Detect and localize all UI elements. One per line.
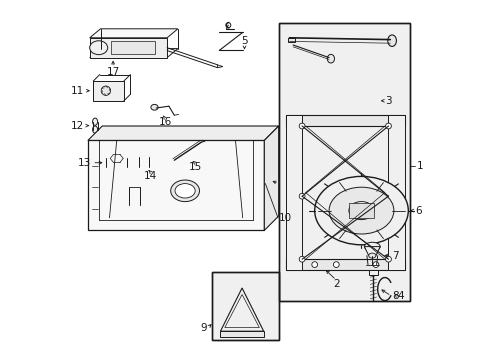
Ellipse shape (387, 35, 396, 46)
Ellipse shape (385, 256, 390, 262)
Ellipse shape (328, 187, 393, 234)
Ellipse shape (139, 161, 148, 174)
Ellipse shape (364, 242, 380, 251)
Ellipse shape (385, 123, 390, 129)
Text: 12: 12 (71, 121, 84, 131)
Ellipse shape (104, 149, 129, 167)
Polygon shape (217, 65, 223, 68)
Text: 9: 9 (200, 323, 206, 333)
Ellipse shape (139, 150, 148, 163)
Bar (111, 41, 154, 54)
Polygon shape (88, 140, 264, 230)
Ellipse shape (151, 104, 158, 110)
Ellipse shape (385, 193, 390, 199)
Ellipse shape (175, 184, 195, 198)
Text: 8: 8 (391, 291, 398, 301)
Polygon shape (264, 126, 278, 230)
Ellipse shape (92, 126, 98, 133)
Ellipse shape (311, 262, 317, 267)
Text: 17: 17 (106, 67, 120, 77)
Polygon shape (285, 115, 404, 126)
Polygon shape (89, 49, 178, 58)
Bar (220, 331, 263, 337)
Text: 2: 2 (332, 279, 339, 289)
Text: 7: 7 (391, 251, 398, 261)
Text: 13: 13 (78, 158, 91, 168)
Ellipse shape (348, 202, 373, 220)
Text: 4: 4 (397, 291, 403, 301)
Text: 6: 6 (415, 206, 421, 216)
Text: 14: 14 (144, 171, 157, 181)
Polygon shape (285, 115, 302, 270)
Text: 15: 15 (189, 162, 202, 172)
Polygon shape (88, 126, 278, 140)
Text: 10: 10 (278, 213, 291, 223)
Text: 1: 1 (416, 161, 422, 171)
Polygon shape (364, 247, 380, 256)
Polygon shape (93, 81, 123, 101)
Ellipse shape (368, 253, 375, 258)
Ellipse shape (104, 158, 129, 176)
Polygon shape (285, 259, 404, 270)
Ellipse shape (170, 180, 199, 202)
Bar (368, 270, 377, 275)
Ellipse shape (372, 262, 378, 267)
Ellipse shape (333, 262, 339, 267)
Ellipse shape (299, 193, 305, 199)
Bar (212, 272, 278, 340)
Polygon shape (387, 115, 404, 270)
Text: 11: 11 (71, 86, 84, 96)
Ellipse shape (89, 41, 107, 55)
Bar (278, 23, 409, 301)
Polygon shape (89, 29, 178, 38)
Ellipse shape (299, 123, 305, 129)
Ellipse shape (299, 256, 305, 262)
Bar (212, 272, 278, 340)
Ellipse shape (101, 86, 110, 95)
Bar (287, 38, 294, 42)
Bar (348, 203, 373, 218)
Polygon shape (89, 38, 167, 58)
Ellipse shape (326, 54, 334, 63)
Text: 5: 5 (241, 36, 247, 46)
Ellipse shape (169, 158, 177, 164)
Ellipse shape (92, 118, 98, 125)
Bar (278, 23, 409, 301)
Text: 16: 16 (158, 117, 172, 127)
Ellipse shape (314, 176, 407, 245)
Text: 3: 3 (385, 96, 391, 106)
